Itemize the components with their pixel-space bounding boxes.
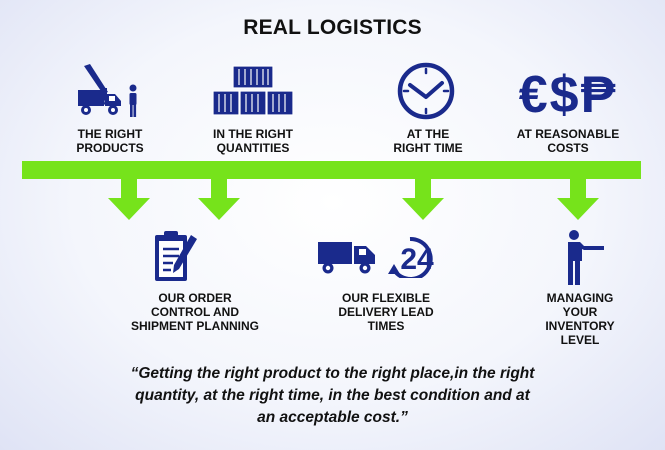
quote-text: “Getting the right product to the right … xyxy=(130,365,535,426)
crane-truck-icon xyxy=(78,64,137,117)
pointing-person-icon xyxy=(568,230,604,285)
containers-icon xyxy=(212,65,294,116)
svg-text:€$₱: €$₱ xyxy=(519,66,618,118)
bottom-label-delivery: OUR FLEXIBLE DELIVERY LEAD TIMES xyxy=(338,291,434,333)
bottom-label-order-control: OUR ORDER CONTROL AND SHIPMENT PLANNING xyxy=(130,291,259,333)
clock-icon xyxy=(397,62,455,120)
top-label-costs: AT REASONABLE COSTS xyxy=(516,127,620,155)
arrow-delivery xyxy=(402,178,444,220)
delivery-24-number: 24 xyxy=(400,243,434,276)
green-bar xyxy=(22,161,641,179)
page-title: REAL LOGISTICS xyxy=(243,16,422,39)
currency-icon: €$₱ xyxy=(519,66,618,118)
top-label-time: AT THE RIGHT TIME xyxy=(393,127,463,155)
delivery-24-icon: 24 xyxy=(318,236,434,278)
clipboard-icon xyxy=(155,231,197,281)
arrow-order-1 xyxy=(108,178,150,220)
bottom-label-inventory: MANAGING YOUR INVENTORY LEVEL xyxy=(545,291,615,347)
top-label-quantities: IN THE RIGHT QUANTITIES xyxy=(213,127,293,155)
arrow-order-2 xyxy=(198,178,240,220)
arrow-inventory xyxy=(557,178,599,220)
top-label-products: THE RIGHT PRODUCTS xyxy=(76,127,144,155)
